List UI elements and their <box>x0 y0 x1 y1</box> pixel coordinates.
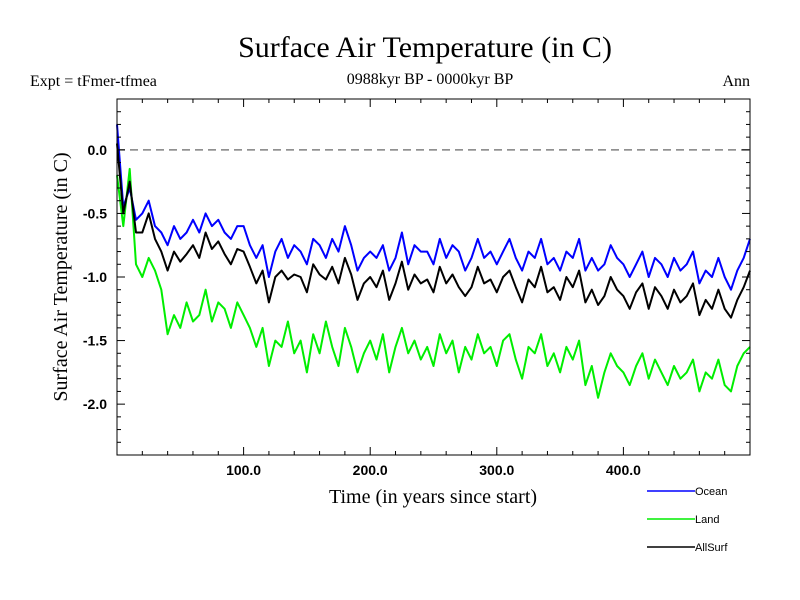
legend: Ocean Land AllSurf <box>647 486 728 554</box>
experiment-label: Expt = tFmer-tfmea <box>30 73 157 90</box>
legend-label-land: Land <box>695 514 719 526</box>
y-tick-label: -1.0 <box>83 269 107 285</box>
x-axis-label: Time (in years since start) <box>329 486 537 508</box>
legend-label-allsurf: AllSurf <box>695 542 728 554</box>
x-tick-label: 300.0 <box>479 462 514 478</box>
time-range-label: 0988kyr BP - 0000kyr BP <box>347 71 514 88</box>
axes: 100.0 200.0 300.0 400.0 0.0 -0.5 -1.0 -1.5 -2.0 <box>83 98 751 478</box>
season-label: Ann <box>722 73 750 90</box>
y-tick-label: -1.5 <box>83 333 107 349</box>
chart-title: Surface Air Temperature (in C) <box>238 31 612 64</box>
y-tick-label: -2.0 <box>83 396 107 412</box>
y-axis-label: Surface Air Temperature (in C) <box>50 152 72 401</box>
y-tick-label: 0.0 <box>88 142 108 158</box>
x-tick-label: 200.0 <box>353 462 388 478</box>
series-line-allsurf <box>116 143 751 319</box>
plot-area <box>116 124 751 399</box>
y-tick-label: -0.5 <box>83 205 107 221</box>
legend-label-ocean: Ocean <box>695 486 727 498</box>
series-line-ocean <box>116 124 751 291</box>
series-line-land <box>116 167 751 399</box>
x-tick-label: 100.0 <box>226 462 261 478</box>
x-tick-label: 400.0 <box>606 462 641 478</box>
plot-frame <box>116 98 751 456</box>
